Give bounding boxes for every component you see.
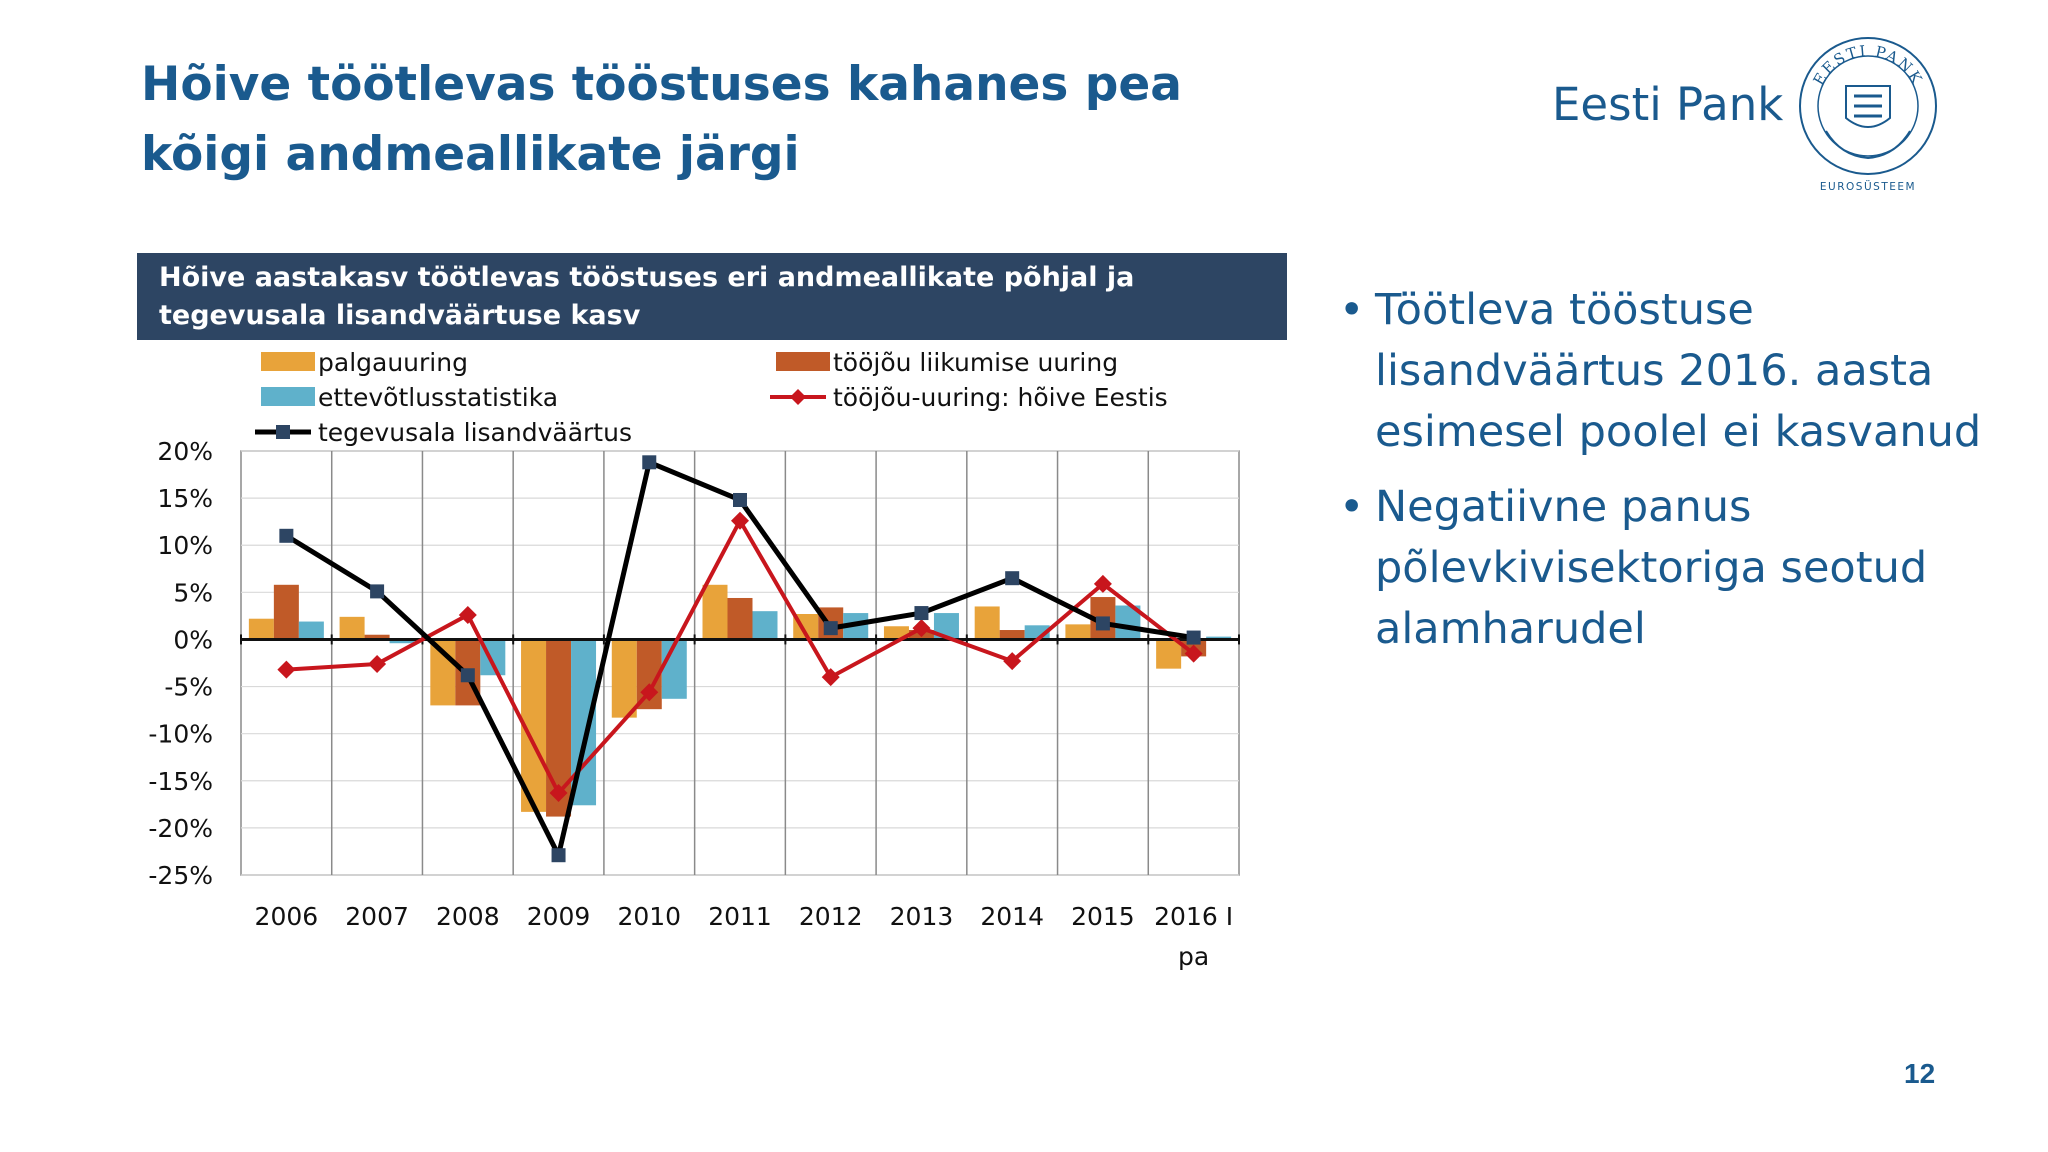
bar [702, 584, 728, 640]
eesti-pank-seal-logo: EESTI PANK EUROSÜSTEEM [1799, 37, 1937, 193]
legend-label: tööjõu liikumise uuring [833, 348, 1118, 377]
bar [974, 606, 1000, 640]
y-tick-label: -25% [148, 861, 213, 890]
legend-label: tööjõu-uuring: hõive Eestis [833, 383, 1168, 412]
diamond-marker [549, 784, 568, 803]
x-tick-label: 2013 [890, 902, 954, 931]
legend-swatch [261, 387, 315, 406]
bullet-text: Töötleva tööstuse lisandväärtus 2016. aa… [1375, 285, 1982, 457]
square-marker [823, 621, 838, 636]
diamond-marker [731, 511, 749, 530]
bullet-list: • Töötleva tööstuse lisandväärtus 2016. a… [1335, 280, 2015, 674]
brand-name: Eesti Pank [1552, 78, 1784, 131]
seal-caption: EUROSÜSTEEM [1820, 180, 1916, 193]
diamond-marker [912, 619, 931, 638]
page-title: Hõive töötlevas tööstuses kahanes pea kõ… [141, 57, 1182, 182]
legend-swatch [776, 352, 830, 371]
diamond-marker [368, 654, 387, 673]
legend-marker [276, 425, 290, 439]
diamond-marker [1003, 652, 1022, 671]
square-marker [914, 606, 929, 621]
legend-swatch [261, 352, 315, 371]
legend-marker [790, 389, 806, 405]
bar [1156, 639, 1182, 669]
square-marker [460, 668, 475, 683]
employment-growth-chart: 20% 15% 10% 5% 0% -5% -10% -15% -20% -25% 2006 2007… [148, 348, 1240, 971]
y-tick-label: -5% [164, 673, 213, 702]
x-tick-label: 2014 [980, 902, 1044, 931]
y-tick-label: -10% [148, 720, 213, 749]
y-tick-label: 0% [173, 625, 213, 654]
square-marker [370, 584, 385, 599]
diamond-marker [1184, 644, 1203, 663]
square-marker [1005, 571, 1020, 586]
diamond-marker [821, 668, 840, 687]
square-marker [642, 455, 657, 470]
x-tick-label: 2012 [799, 902, 863, 931]
diamond-marker [1093, 574, 1112, 593]
bar [298, 621, 324, 640]
square-marker [551, 848, 566, 863]
bar [1065, 624, 1091, 640]
bar [727, 597, 753, 640]
legend-label: tegevusala lisandväärtus [318, 418, 632, 447]
page-number: 12 [1904, 1058, 1936, 1089]
square-marker [1186, 630, 1201, 645]
y-tick-label: -15% [148, 767, 213, 796]
x-tick-label: 2011 [708, 902, 772, 931]
bar [273, 584, 299, 640]
y-tick-label: 15% [157, 484, 213, 513]
bar [364, 634, 390, 640]
bar [339, 616, 365, 640]
diamond-marker [277, 660, 296, 679]
x-tick-label: 2009 [527, 902, 591, 931]
legend-label: palgauuring [318, 348, 468, 377]
legend-label: ettevõtlusstatistika [318, 383, 558, 412]
seal-text: EESTI PANK [1810, 42, 1925, 88]
y-tick-label: -20% [148, 814, 213, 843]
x-tick-label: 2010 [617, 902, 681, 931]
bar [999, 630, 1025, 640]
x-tick-label: 2007 [345, 902, 409, 931]
square-marker [733, 492, 747, 507]
bar [752, 611, 778, 640]
bar [389, 639, 415, 644]
bullet-item: • Töötleva tööstuse lisandväärtus 2016. a… [1339, 285, 1982, 457]
diamond-marker [458, 605, 477, 624]
square-marker [279, 528, 294, 543]
y-tick-label: 10% [157, 531, 213, 560]
y-tick-label: 20% [157, 437, 213, 466]
chart-title: Hõive aastakasv töötlevas tööstuses eri … [137, 253, 1287, 340]
x-tick-label: 2006 [255, 902, 319, 931]
x-tick-label: 2008 [436, 902, 500, 931]
svg-text:EESTI PANK: EESTI PANK [1810, 42, 1927, 88]
bar [661, 639, 687, 699]
bullet-item: • Negatiivne panus põlevkivisektoriga seo… [1339, 482, 1928, 654]
x-tick-label: 2015 [1071, 902, 1135, 931]
diamond-marker [640, 683, 659, 702]
square-marker [1095, 616, 1110, 631]
bar [611, 639, 637, 718]
bullet-text: Negatiivne panus põlevkivisektoriga seot… [1375, 482, 1928, 654]
y-tick-label: 5% [173, 578, 213, 607]
bar [248, 618, 274, 640]
